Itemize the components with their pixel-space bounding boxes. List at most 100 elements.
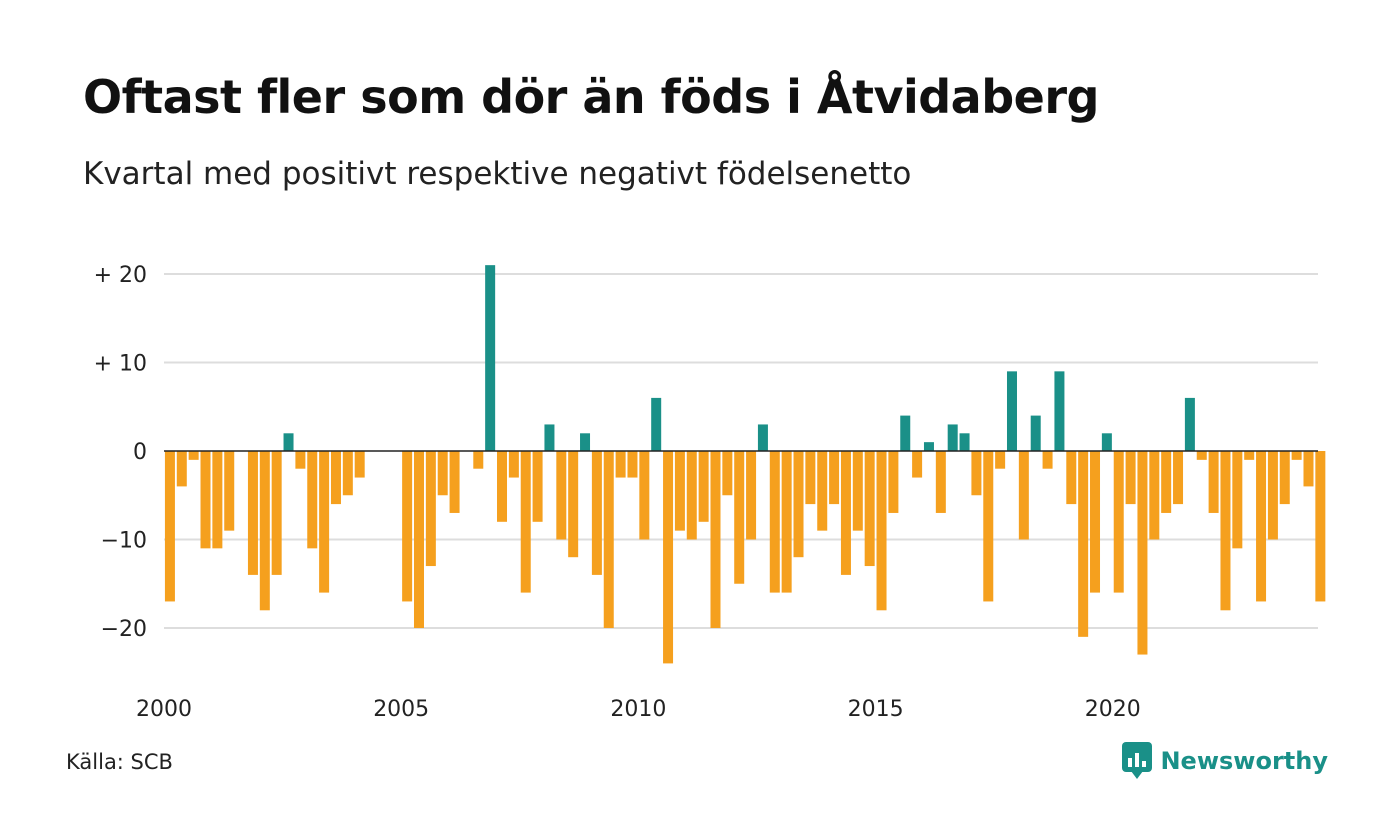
bar — [164, 451, 175, 602]
y-tick-label: 0 — [133, 440, 147, 465]
bar — [1279, 451, 1290, 505]
bar — [983, 451, 994, 602]
chart-title: Oftast fler som dör än föds i Åtvidaberg — [83, 70, 1099, 124]
bar — [888, 451, 899, 513]
y-tick-label: + 10 — [94, 352, 147, 377]
bar — [639, 451, 650, 540]
bar — [330, 451, 341, 505]
bar — [1161, 451, 1172, 513]
bar — [710, 451, 721, 628]
bar — [864, 451, 875, 567]
newsworthy-logo: Newsworthy — [1122, 742, 1328, 780]
x-tick-label: 2005 — [373, 697, 429, 722]
bar — [485, 265, 496, 451]
bar — [1006, 371, 1017, 451]
bar — [1042, 451, 1053, 469]
bar — [912, 451, 923, 478]
bar — [923, 442, 934, 451]
bar — [805, 451, 816, 505]
x-tick-label: 2015 — [848, 697, 904, 722]
source-label: Källa: SCB — [66, 750, 173, 774]
x-tick-label: 2010 — [610, 697, 666, 722]
y-tick-label: −20 — [101, 617, 147, 642]
bar — [473, 451, 484, 469]
bar — [200, 451, 211, 549]
bar — [354, 451, 365, 478]
bar — [603, 451, 614, 628]
bar — [1220, 451, 1231, 611]
bar — [413, 451, 424, 628]
bar — [686, 451, 697, 540]
bar — [544, 424, 555, 451]
bar — [283, 433, 294, 451]
bar — [1137, 451, 1148, 655]
bar — [1244, 451, 1255, 460]
bar — [1125, 451, 1136, 505]
bar — [876, 451, 887, 611]
bar — [757, 424, 768, 451]
bar — [212, 451, 223, 549]
bar — [247, 451, 258, 575]
chart-subtitle: Kvartal med positivt respektive negativt… — [83, 156, 912, 192]
bar — [971, 451, 982, 496]
bar — [508, 451, 519, 478]
bar — [840, 451, 851, 575]
bar — [568, 451, 579, 558]
bar — [556, 451, 567, 540]
bars — [164, 265, 1326, 664]
bar — [402, 451, 413, 602]
x-tick-label: 2020 — [1085, 697, 1141, 722]
bar — [959, 433, 970, 451]
bar — [627, 451, 638, 478]
bar — [307, 451, 318, 549]
bar — [425, 451, 436, 567]
bar — [342, 451, 353, 496]
y-tick-label: + 20 — [94, 263, 147, 288]
bar — [663, 451, 674, 664]
bar — [271, 451, 282, 575]
bar — [1149, 451, 1160, 540]
bar — [1208, 451, 1219, 513]
bar — [1078, 451, 1089, 637]
bar — [437, 451, 448, 496]
bar — [793, 451, 804, 558]
bar — [1291, 451, 1302, 460]
bar — [935, 451, 946, 513]
bar — [188, 451, 199, 460]
bar — [995, 451, 1006, 469]
bar — [1018, 451, 1029, 540]
bar — [829, 451, 840, 505]
bar — [580, 433, 591, 451]
bar — [1256, 451, 1267, 602]
brand-name: Newsworthy — [1160, 747, 1328, 775]
bar — [615, 451, 626, 478]
bar — [1315, 451, 1326, 602]
bar — [176, 451, 187, 487]
bar — [781, 451, 792, 593]
bar — [1101, 433, 1112, 451]
bar — [449, 451, 460, 513]
bar — [1090, 451, 1101, 593]
bar — [674, 451, 685, 531]
bar — [1267, 451, 1278, 540]
x-tick-label: 2000 — [136, 697, 192, 722]
bar — [1196, 451, 1207, 460]
bar — [852, 451, 863, 531]
bar — [319, 451, 330, 593]
bar — [591, 451, 602, 575]
bar — [734, 451, 745, 584]
bar — [1303, 451, 1314, 487]
bar — [497, 451, 508, 522]
bar — [817, 451, 828, 531]
bar — [1054, 371, 1065, 451]
bar — [698, 451, 709, 522]
bar — [1113, 451, 1124, 593]
bar — [532, 451, 543, 522]
bar — [1173, 451, 1184, 505]
bar — [1066, 451, 1077, 505]
bar — [1030, 415, 1041, 451]
bar — [224, 451, 235, 531]
bar — [722, 451, 733, 496]
bar — [1232, 451, 1243, 549]
